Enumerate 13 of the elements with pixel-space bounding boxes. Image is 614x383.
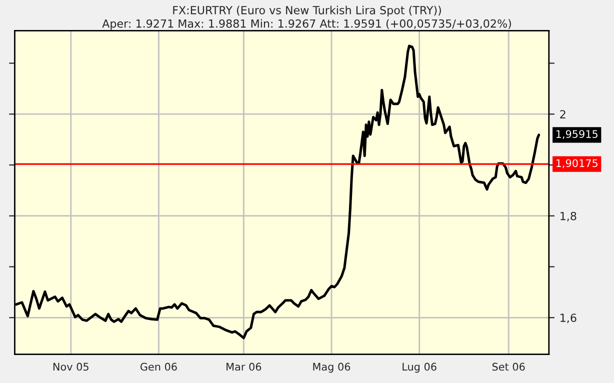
chart-title: FX:EURTRY (Euro vs New Turkish Lira Spot (TRY)): [173, 6, 441, 16]
y-tick-label: 2: [560, 110, 566, 118]
ref-line-label: 1,90175: [556, 159, 598, 168]
x-tick-label: Lug 06: [402, 362, 436, 373]
y-tick-label: 1,6: [560, 314, 576, 324]
x-tick-label: Mag 06: [313, 362, 350, 373]
x-tick-label: Gen 06: [140, 362, 177, 371]
x-tick-label: Nov 05: [53, 362, 88, 371]
y-tick-label: 1,8: [560, 212, 576, 222]
annotation: 1,95915: [556, 130, 598, 140]
x-tick-label: Set 06: [492, 362, 525, 371]
x-tick-label: Mar 06: [226, 362, 262, 371]
chart-subtitle: Aper: 1.9271 Max: 1.9881 Min: 1.9267 Att: 1.9591 (+00,05735/+03,02%): [102, 19, 511, 30]
